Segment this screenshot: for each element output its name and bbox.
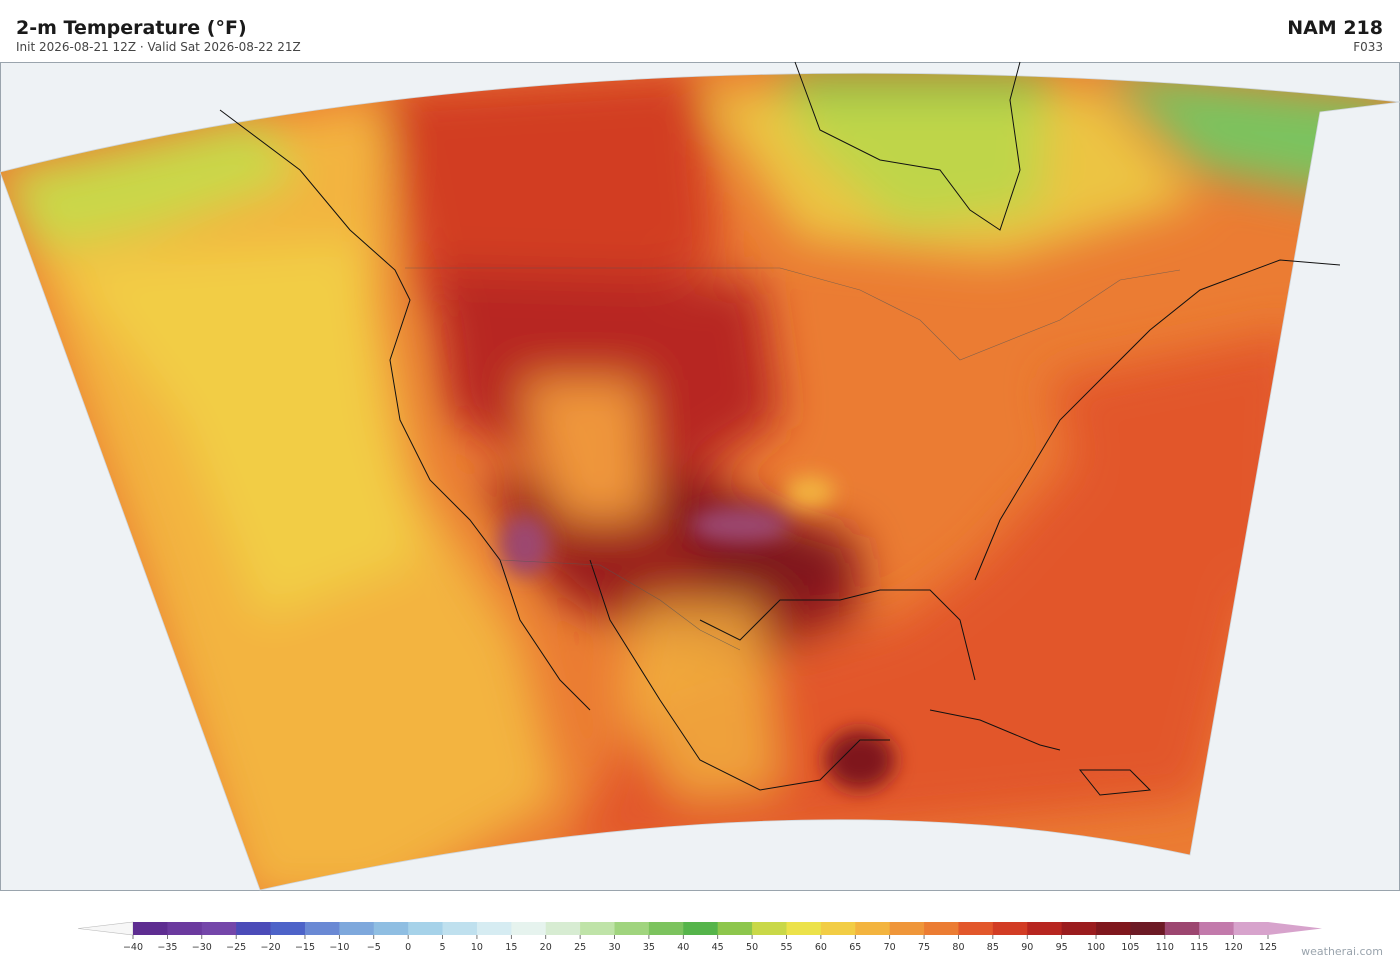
colorbar-bin (270, 922, 306, 935)
colorbar-tick-label: 20 (540, 942, 552, 953)
colorbar-bin (820, 922, 856, 935)
colorbar-bin (545, 922, 581, 935)
colorbar-bin (1061, 922, 1097, 935)
colorbar-bin (683, 922, 719, 935)
colorbar-bin (958, 922, 994, 935)
colorbar-bin (752, 922, 787, 935)
colorbar-bin (133, 922, 168, 935)
coastlines (219, 61, 1341, 796)
colorbar-tick-label: 65 (849, 942, 861, 953)
colorbar-tick-label: 50 (746, 942, 758, 953)
colorbar-tick-label: 45 (712, 942, 724, 953)
colorbar-bin (167, 922, 203, 935)
colorbar-tick-label: −35 (157, 942, 177, 953)
colorbar-tick-label: 125 (1259, 942, 1277, 953)
colorbar-tick-label: 115 (1190, 942, 1208, 953)
colorbar-bin (1130, 922, 1166, 935)
colorbar-tick-label: −25 (226, 942, 246, 953)
colorbar-bin (786, 922, 822, 935)
colorbar-tick-label: −10 (329, 942, 349, 953)
colorbar-bin (304, 922, 340, 935)
colorbar-bin (889, 922, 925, 935)
colorbar-tick-label: 40 (677, 942, 689, 953)
map-subtitle: Init 2026-08-21 12Z · Valid Sat 2026-08-… (16, 40, 301, 54)
colorbar-bin (717, 922, 753, 935)
colorbar-tick-label: 90 (1021, 942, 1033, 953)
colorbar: −40 −35 −30 −25 −20 −15 −10 −5 0 5 10 15 20 25 30 35 40 4… (77, 921, 1322, 953)
model-name: NAM 218 (1287, 17, 1383, 39)
colorbar-tick-label: −20 (261, 942, 281, 953)
borders (405, 267, 1181, 651)
colorbar-bin (236, 922, 271, 935)
colorbar-tick-label: 5 (440, 942, 446, 953)
colorbar-bin (1199, 922, 1235, 935)
colorbar-tick-label: 110 (1156, 942, 1174, 953)
domain-outline (0, 72, 1400, 891)
colorbar-tick-label: 70 (884, 942, 896, 953)
colorbar-under (77, 921, 134, 936)
colorbar-bin (1027, 922, 1063, 935)
colorbar-tick-label: 85 (987, 942, 999, 953)
colorbar-bin (339, 922, 375, 935)
colorbar-tick-label: 0 (405, 942, 411, 953)
colorbar-tick-label: 80 (952, 942, 964, 953)
colorbar-bin (648, 922, 684, 935)
colorbar-tick-label: 55 (780, 942, 792, 953)
colorbar-tick-label: 95 (1056, 942, 1068, 953)
colorbar-tick-label: 100 (1087, 942, 1105, 953)
colorbar-tick-label: −5 (367, 942, 381, 953)
colorbar-bin (201, 922, 237, 935)
colorbar-tick-label: −40 (123, 942, 143, 953)
colorbar-tick-label: 25 (574, 942, 586, 953)
colorbar-tick-label: 35 (643, 942, 655, 953)
colorbar-tick-label: −30 (192, 942, 212, 953)
colorbar-bin (1164, 922, 1200, 935)
colorbar-tick-label: 60 (815, 942, 827, 953)
colorbar-tick-label: 30 (608, 942, 620, 953)
colorbar-tick-label: 75 (918, 942, 930, 953)
colorbar-bin (442, 922, 478, 935)
source-credit: weatherai.com (1301, 945, 1383, 958)
colorbar-tick-label: 15 (505, 942, 517, 953)
colorbar-bin (373, 922, 409, 935)
forecast-hour: F033 (1353, 40, 1383, 54)
colorbar-bin (1233, 922, 1269, 935)
map-title: 2-m Temperature (°F) (16, 17, 247, 39)
colorbar-bin (1096, 922, 1131, 935)
colorbar-bin (992, 922, 1028, 935)
colorbar-bin (511, 922, 547, 935)
colorbar-tick-label: 10 (471, 942, 483, 953)
colorbar-bin (924, 922, 959, 935)
colorbar-bin (580, 922, 615, 935)
colorbar-bin (614, 922, 650, 935)
colorbar-tick-label: −15 (295, 942, 315, 953)
colorbar-bin (408, 922, 443, 935)
colorbar-tick-label: 105 (1121, 942, 1139, 953)
colorbar-bin (855, 922, 891, 935)
colorbar-bin (476, 922, 512, 935)
colorbar-over (1268, 922, 1322, 935)
colorbar-tick-label: 120 (1225, 942, 1243, 953)
